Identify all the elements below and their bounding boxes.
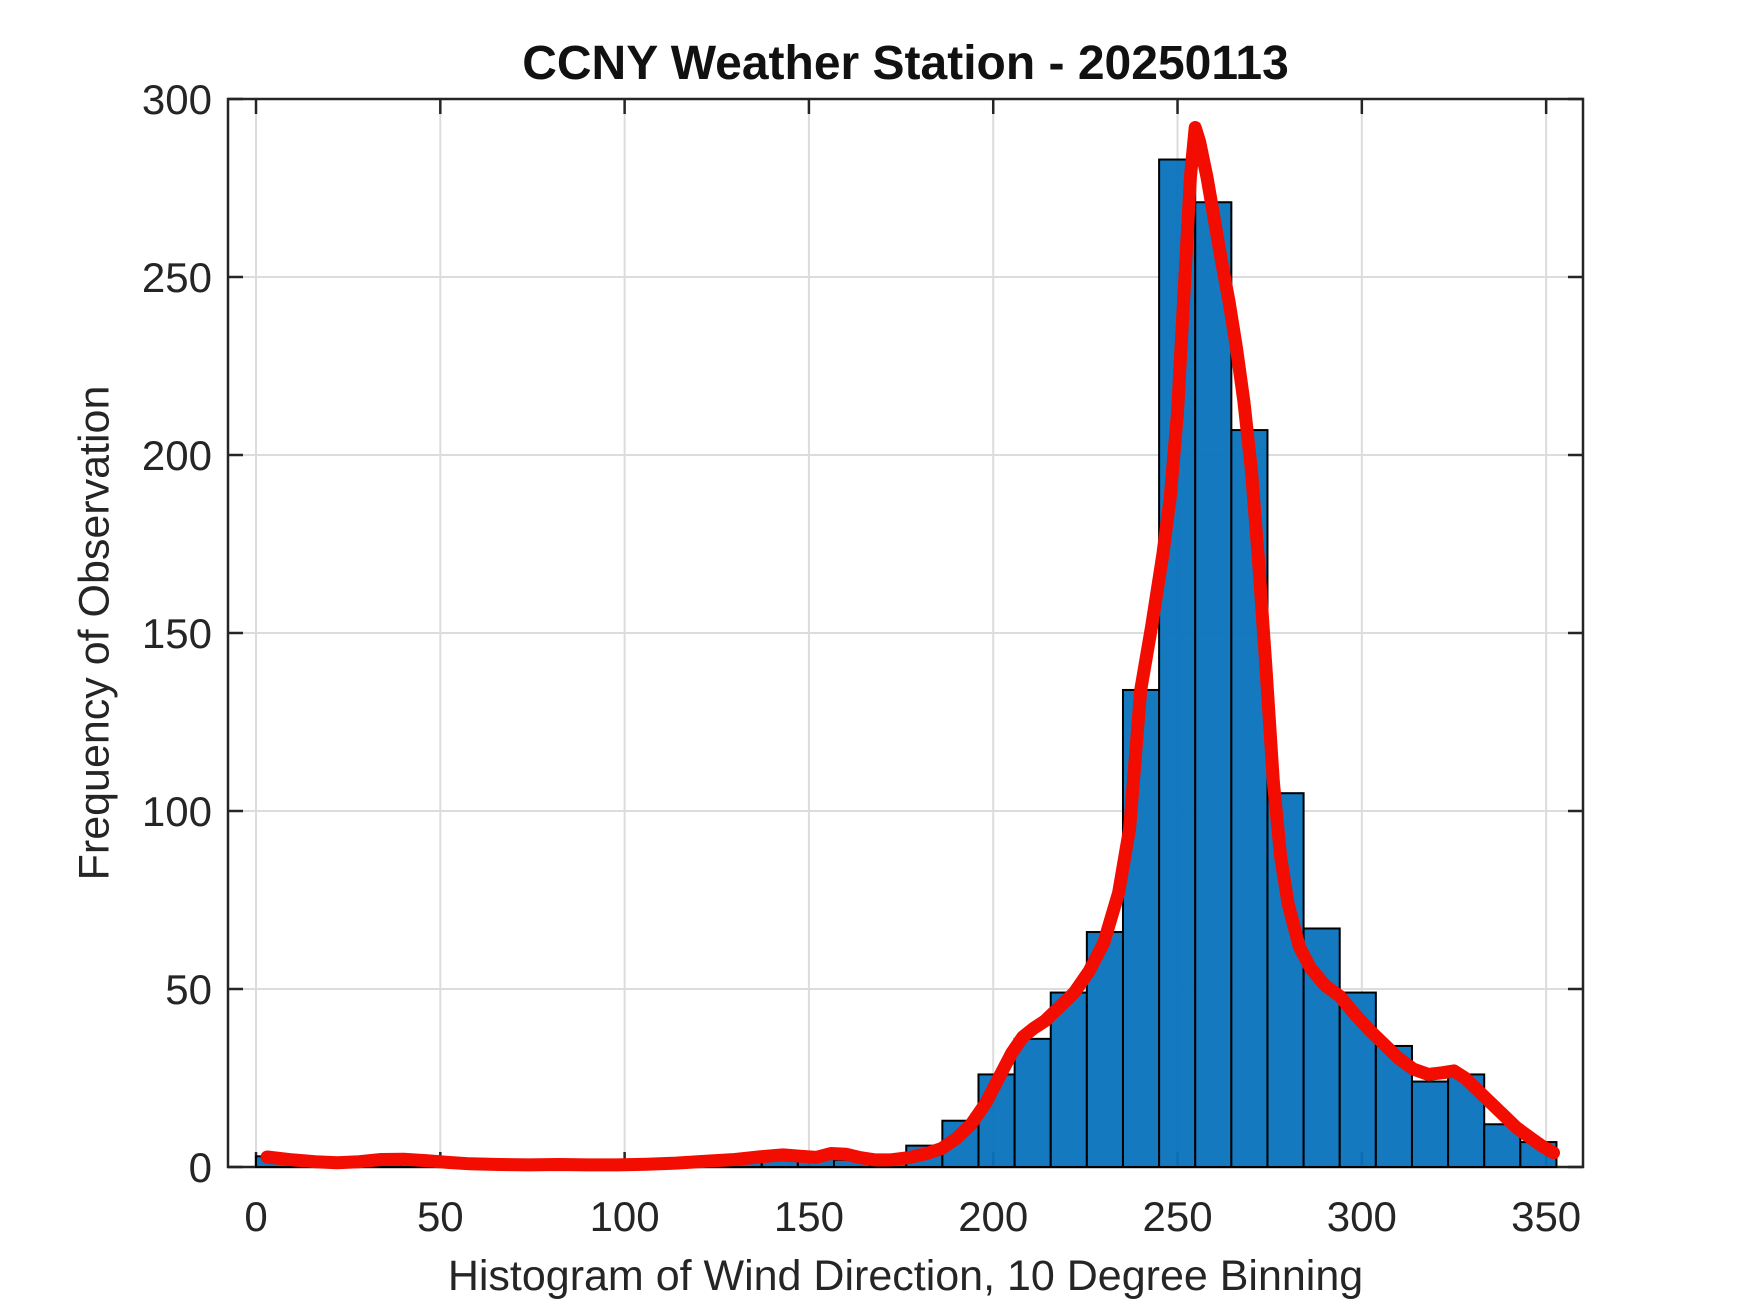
y-tick-label: 100 <box>142 788 212 835</box>
y-tick-label: 300 <box>142 76 212 123</box>
y-tick-label: 250 <box>142 254 212 301</box>
x-tick-label: 150 <box>774 1193 844 1240</box>
y-axis-label: Frequency of Observation <box>70 385 119 881</box>
y-tick-label: 50 <box>165 966 212 1013</box>
density-curve <box>260 121 1560 1172</box>
chart-title: CCNY Weather Station - 20250113 <box>522 37 1289 90</box>
histogram-bar <box>1410 1080 1450 1169</box>
y-tick-labels: 0 50 100 150 200 250 300 <box>142 76 212 1191</box>
histogram-bar <box>1194 201 1233 1169</box>
y-tick-label: 200 <box>142 432 212 479</box>
x-tick-label: 100 <box>590 1193 660 1240</box>
kde-line <box>260 121 1560 1172</box>
histogram-bar <box>1013 1037 1052 1168</box>
histogram-bar <box>1049 991 1088 1168</box>
x-tick-labels: 0 50 100 150 200 250 300 350 <box>244 1193 1581 1240</box>
grid-lines <box>228 98 1583 1168</box>
x-tick-label: 350 <box>1511 1193 1581 1240</box>
x-tick-label: 50 <box>417 1193 464 1240</box>
y-tick-label: 0 <box>189 1144 212 1191</box>
y-tick-label: 150 <box>142 610 212 657</box>
x-tick-label: 200 <box>958 1193 1028 1240</box>
x-tick-label: 250 <box>1142 1193 1212 1240</box>
x-axis-label: Histogram of Wind Direction, 10 Degree B… <box>447 1252 1364 1300</box>
x-tick-label: 300 <box>1327 1193 1397 1240</box>
x-tick-label: 0 <box>244 1193 267 1240</box>
